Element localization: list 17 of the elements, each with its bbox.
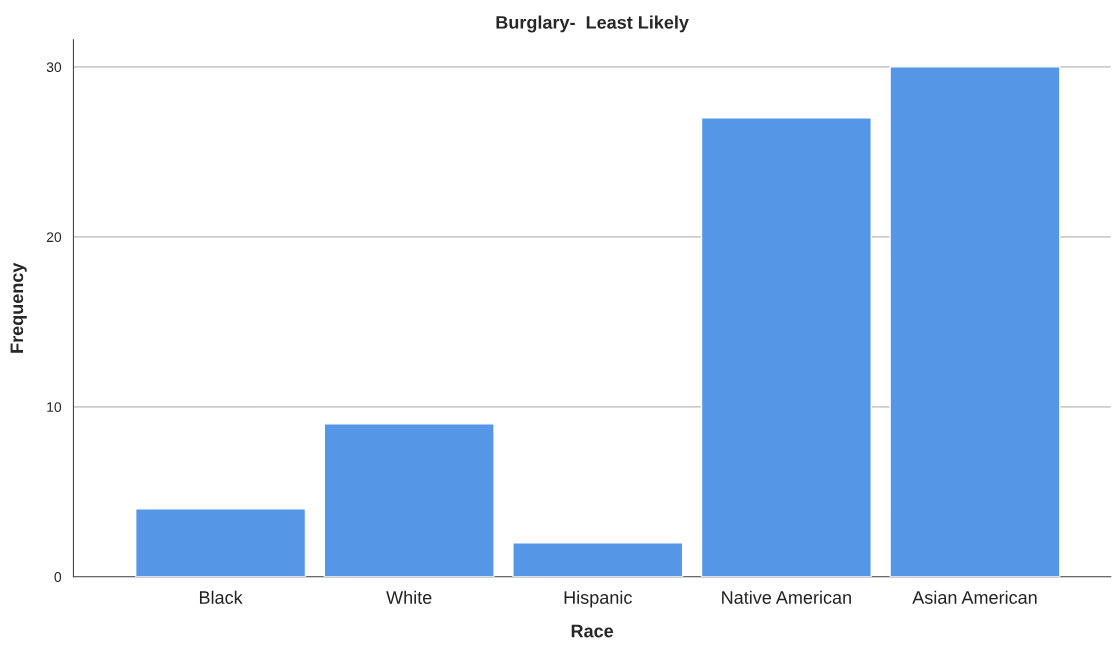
y-tick-label: 0	[54, 572, 62, 582]
y-tick-label: 10	[47, 402, 62, 412]
x-tick-label: White	[386, 590, 432, 604]
bar	[323, 423, 495, 577]
x-axis-title: Race	[571, 624, 614, 638]
x-tick-label: Black	[199, 590, 243, 604]
bar	[512, 542, 684, 577]
bar	[889, 66, 1061, 577]
bar	[700, 117, 872, 577]
bar	[135, 508, 307, 577]
x-tick-label: Hispanic	[564, 590, 632, 608]
x-tick-label: Asian American	[912, 590, 1037, 604]
y-tick-label: 20	[46, 232, 62, 243]
y-axis-title: Frequency	[10, 262, 27, 353]
y-tick-label: 30	[46, 62, 62, 73]
x-tick-label: Native American	[722, 590, 851, 604]
chart-title: Burglary- Least Likely	[496, 15, 689, 33]
